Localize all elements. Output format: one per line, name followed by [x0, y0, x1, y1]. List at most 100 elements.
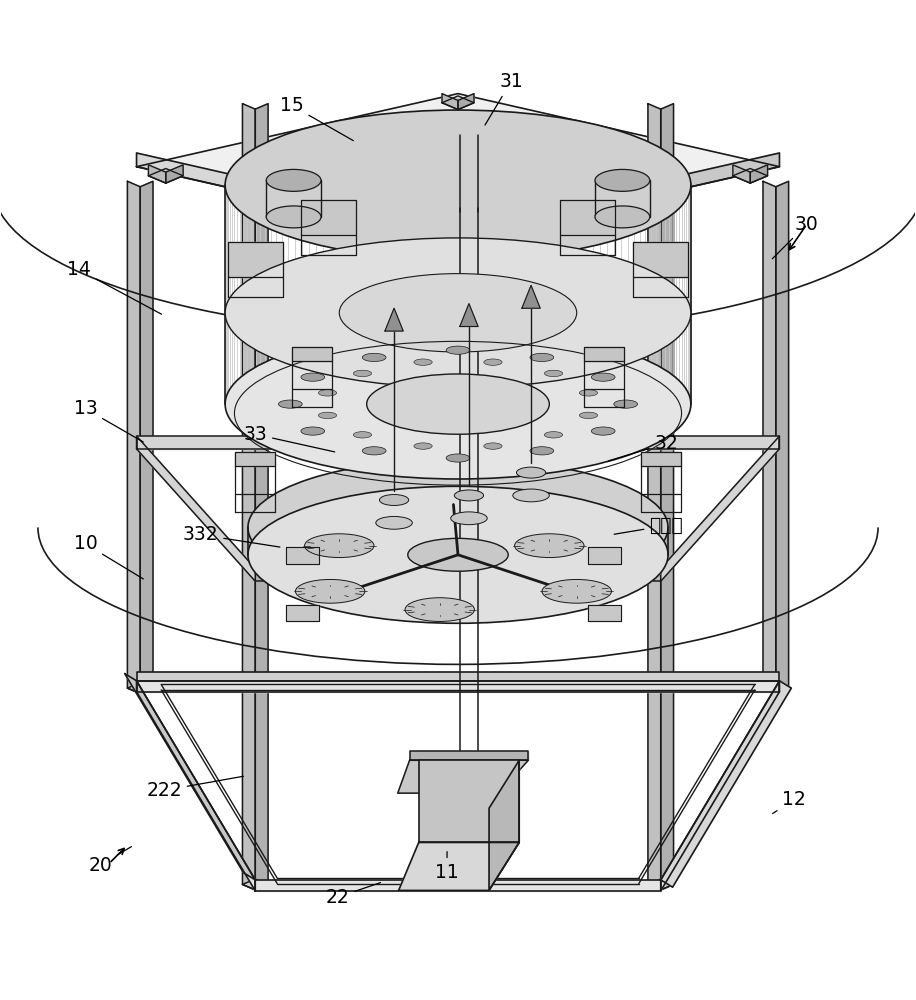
Polygon shape [385, 308, 403, 331]
Polygon shape [442, 94, 458, 110]
Polygon shape [750, 165, 768, 183]
Ellipse shape [376, 516, 412, 529]
Polygon shape [458, 153, 780, 240]
Polygon shape [140, 181, 153, 694]
Ellipse shape [225, 238, 691, 388]
Polygon shape [660, 104, 673, 890]
Polygon shape [561, 200, 615, 235]
Polygon shape [584, 347, 624, 361]
Polygon shape [125, 674, 256, 880]
Text: 32: 32 [608, 434, 678, 461]
Polygon shape [763, 181, 776, 694]
Ellipse shape [592, 427, 615, 435]
Ellipse shape [614, 400, 638, 408]
Polygon shape [733, 165, 750, 183]
Polygon shape [648, 879, 673, 890]
Polygon shape [763, 683, 789, 694]
Ellipse shape [544, 370, 562, 377]
Polygon shape [136, 153, 458, 240]
Polygon shape [136, 94, 780, 240]
Polygon shape [633, 242, 688, 277]
Polygon shape [256, 104, 268, 890]
Ellipse shape [366, 374, 550, 434]
Ellipse shape [530, 353, 553, 362]
Ellipse shape [579, 390, 597, 396]
Polygon shape [660, 436, 780, 581]
Polygon shape [648, 104, 660, 890]
Ellipse shape [405, 598, 474, 621]
Ellipse shape [225, 110, 691, 260]
Ellipse shape [278, 400, 302, 408]
Text: 11: 11 [435, 852, 459, 882]
Ellipse shape [363, 447, 386, 455]
Polygon shape [640, 452, 681, 466]
Ellipse shape [446, 346, 470, 354]
Text: 22: 22 [325, 883, 380, 907]
Polygon shape [522, 285, 540, 308]
Ellipse shape [354, 370, 372, 377]
Polygon shape [166, 165, 183, 183]
Polygon shape [136, 672, 780, 681]
Ellipse shape [595, 206, 649, 228]
Polygon shape [776, 181, 789, 694]
Ellipse shape [515, 534, 584, 558]
Ellipse shape [379, 495, 409, 505]
Ellipse shape [513, 489, 550, 502]
Ellipse shape [319, 412, 337, 419]
Text: 12: 12 [772, 790, 806, 814]
Text: 14: 14 [67, 260, 161, 314]
Polygon shape [458, 211, 475, 229]
Ellipse shape [301, 373, 324, 381]
Polygon shape [419, 760, 519, 842]
Polygon shape [148, 169, 183, 183]
Polygon shape [136, 681, 256, 891]
Ellipse shape [225, 329, 691, 479]
Ellipse shape [595, 169, 649, 191]
Text: 13: 13 [73, 399, 143, 442]
Polygon shape [588, 547, 620, 564]
Ellipse shape [267, 206, 321, 228]
Polygon shape [127, 683, 153, 694]
Ellipse shape [451, 512, 487, 525]
Ellipse shape [592, 373, 615, 381]
Polygon shape [489, 760, 519, 890]
Ellipse shape [484, 359, 502, 365]
Ellipse shape [296, 579, 365, 603]
Ellipse shape [305, 534, 374, 558]
Ellipse shape [414, 443, 432, 449]
Ellipse shape [354, 432, 372, 438]
Ellipse shape [319, 390, 337, 396]
Polygon shape [243, 879, 268, 890]
Text: 33: 33 [244, 425, 334, 452]
Polygon shape [733, 169, 768, 183]
Ellipse shape [339, 274, 577, 352]
Ellipse shape [484, 443, 502, 449]
Polygon shape [398, 842, 519, 890]
Ellipse shape [248, 459, 668, 596]
Ellipse shape [408, 538, 508, 571]
Text: 20: 20 [88, 847, 131, 875]
Polygon shape [660, 681, 780, 891]
Text: 15: 15 [280, 96, 354, 141]
Polygon shape [256, 880, 660, 891]
Text: 10: 10 [73, 534, 143, 579]
Polygon shape [301, 200, 355, 235]
Polygon shape [588, 605, 620, 621]
Ellipse shape [579, 412, 597, 419]
Polygon shape [441, 211, 458, 229]
Text: 30: 30 [772, 215, 819, 259]
Ellipse shape [544, 432, 562, 438]
Polygon shape [292, 347, 332, 361]
Polygon shape [441, 214, 475, 229]
Polygon shape [243, 104, 256, 890]
Polygon shape [136, 436, 780, 449]
Ellipse shape [248, 486, 668, 623]
Ellipse shape [454, 490, 484, 501]
Ellipse shape [517, 467, 546, 478]
Ellipse shape [267, 169, 321, 191]
Ellipse shape [414, 359, 432, 365]
Polygon shape [660, 681, 791, 887]
Ellipse shape [542, 579, 611, 603]
Polygon shape [136, 681, 780, 692]
Text: 332: 332 [182, 525, 280, 547]
